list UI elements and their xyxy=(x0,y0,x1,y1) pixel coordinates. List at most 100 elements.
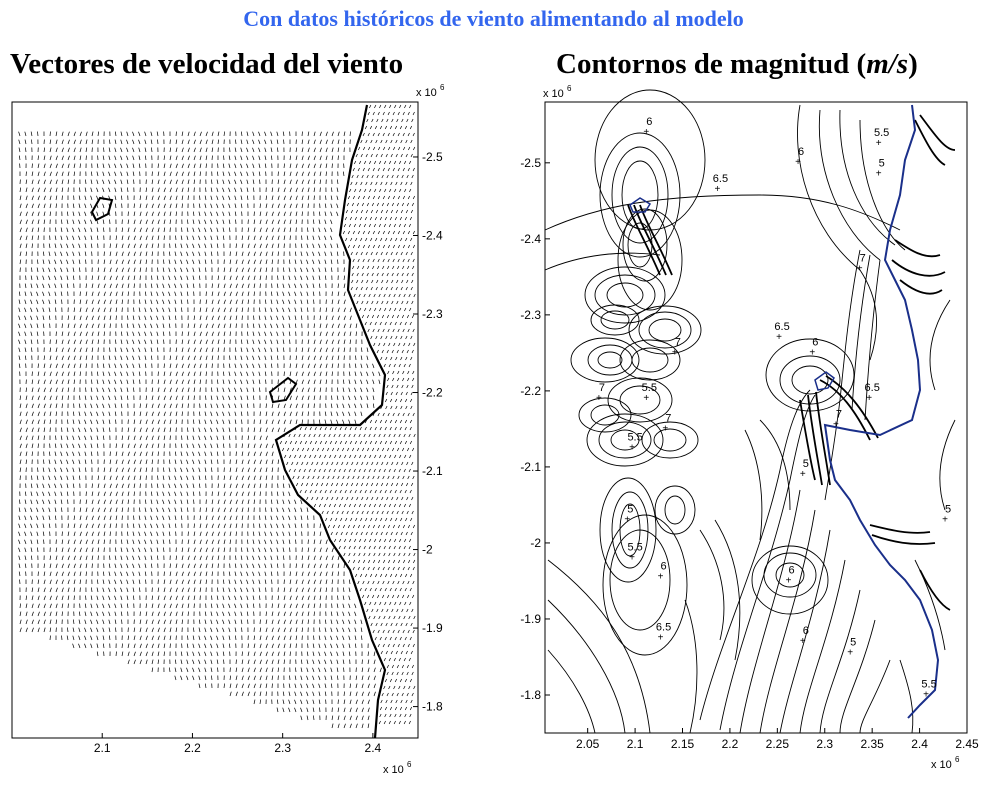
wind-arrow xyxy=(370,153,373,158)
wind-arrow xyxy=(181,611,184,617)
wind-arrow xyxy=(348,635,351,641)
wind-arrow xyxy=(192,283,195,289)
wind-arrow xyxy=(325,587,328,593)
wind-arrow xyxy=(217,539,220,545)
wind-arrow xyxy=(198,467,201,473)
wind-arrow xyxy=(407,265,410,270)
wind-arrow xyxy=(91,499,94,505)
wind-arrow xyxy=(211,595,213,601)
wind-vector-chart: 2.1 2.2 2.3 2.4-2.5-2.4-2.3-2.2-2.1-2-1.9-1… xyxy=(11,83,445,776)
wind-arrow xyxy=(388,545,391,550)
wind-arrow xyxy=(97,539,100,545)
wind-arrow xyxy=(204,251,207,257)
wind-arrow xyxy=(199,515,202,521)
wind-arrow xyxy=(389,216,392,221)
wind-arrow xyxy=(30,323,33,329)
wind-arrow xyxy=(162,331,165,337)
wind-arrow xyxy=(366,300,369,305)
wind-arrow xyxy=(43,619,46,625)
wind-arrow xyxy=(96,427,99,433)
wind-arrow xyxy=(355,573,358,578)
wind-arrow xyxy=(390,286,393,291)
wind-arrow xyxy=(228,579,231,585)
wind-arrow xyxy=(375,622,378,627)
wind-arrow xyxy=(313,331,316,337)
wind-arrow xyxy=(336,659,339,665)
wind-arrow xyxy=(66,491,69,497)
wind-arrow xyxy=(31,379,34,385)
wind-arrow xyxy=(114,355,117,361)
wind-arrow xyxy=(120,563,123,569)
wind-arrow xyxy=(337,131,340,137)
wind-arrow xyxy=(91,347,94,353)
wind-arrow xyxy=(382,258,385,263)
wind-arrow xyxy=(376,272,379,277)
wind-arrow xyxy=(354,611,357,617)
wind-arrow xyxy=(357,167,360,172)
wind-arrow xyxy=(31,219,34,225)
wind-arrow xyxy=(373,559,376,564)
wind-arrow xyxy=(48,451,51,457)
wind-arrow xyxy=(306,507,309,513)
wind-arrow xyxy=(150,299,153,305)
wind-arrow xyxy=(193,339,196,345)
wind-arrow xyxy=(318,433,321,438)
wind-arrow xyxy=(192,227,195,233)
wind-arrow xyxy=(247,451,250,457)
wind-arrow xyxy=(108,395,111,401)
wind-arrow xyxy=(60,467,63,473)
wind-arrow xyxy=(163,219,166,225)
contour-ring xyxy=(641,421,699,459)
wind-arrow xyxy=(217,563,219,569)
wind-arrow xyxy=(366,355,369,361)
wind-arrow xyxy=(96,443,99,449)
wind-arrow xyxy=(259,651,262,657)
wind-arrow xyxy=(289,171,292,177)
wind-arrow xyxy=(330,683,333,689)
wind-arrow xyxy=(241,475,244,481)
wind-arrow xyxy=(198,443,201,449)
wind-arrow xyxy=(409,636,412,641)
wind-arrow xyxy=(210,427,213,433)
wind-arrow xyxy=(157,659,160,665)
wind-arrow xyxy=(187,587,190,593)
wind-arrow xyxy=(354,188,357,193)
wind-arrow xyxy=(66,475,69,481)
wind-arrow xyxy=(36,531,39,537)
wind-arrow xyxy=(364,489,367,494)
wind-arrow xyxy=(308,468,311,473)
wind-arrow xyxy=(174,451,177,457)
wind-arrow xyxy=(377,195,380,200)
wind-arrow xyxy=(331,447,335,452)
wind-arrow xyxy=(73,531,76,537)
wind-arrow xyxy=(114,363,117,369)
wind-arrow xyxy=(318,259,321,265)
wind-arrow xyxy=(169,363,172,369)
wind-arrow xyxy=(43,411,46,417)
wind-arrow xyxy=(163,235,165,241)
wind-arrow xyxy=(187,387,190,393)
wind-arrow xyxy=(157,651,160,657)
wind-arrow xyxy=(187,147,190,153)
wind-arrow xyxy=(283,163,285,169)
wind-arrow xyxy=(337,139,340,145)
wind-arrow xyxy=(304,426,307,431)
wind-arrow xyxy=(385,531,388,536)
wind-arrow xyxy=(241,667,244,673)
wind-arrow xyxy=(25,179,28,185)
wind-arrow xyxy=(235,531,237,537)
wind-arrow xyxy=(192,659,195,665)
wind-arrow xyxy=(229,683,232,689)
wind-arrow xyxy=(369,419,373,424)
wind-arrow xyxy=(192,675,195,681)
wind-arrow xyxy=(210,451,213,457)
wind-arrow xyxy=(402,265,405,270)
wind-arrow xyxy=(314,440,318,445)
wind-arrow xyxy=(324,619,327,625)
wind-arrow xyxy=(241,627,243,633)
wind-arrow xyxy=(329,454,332,459)
wind-arrow xyxy=(306,461,309,466)
wind-arrow xyxy=(307,147,310,153)
wind-arrow xyxy=(229,275,232,281)
wind-arrow xyxy=(85,515,88,521)
